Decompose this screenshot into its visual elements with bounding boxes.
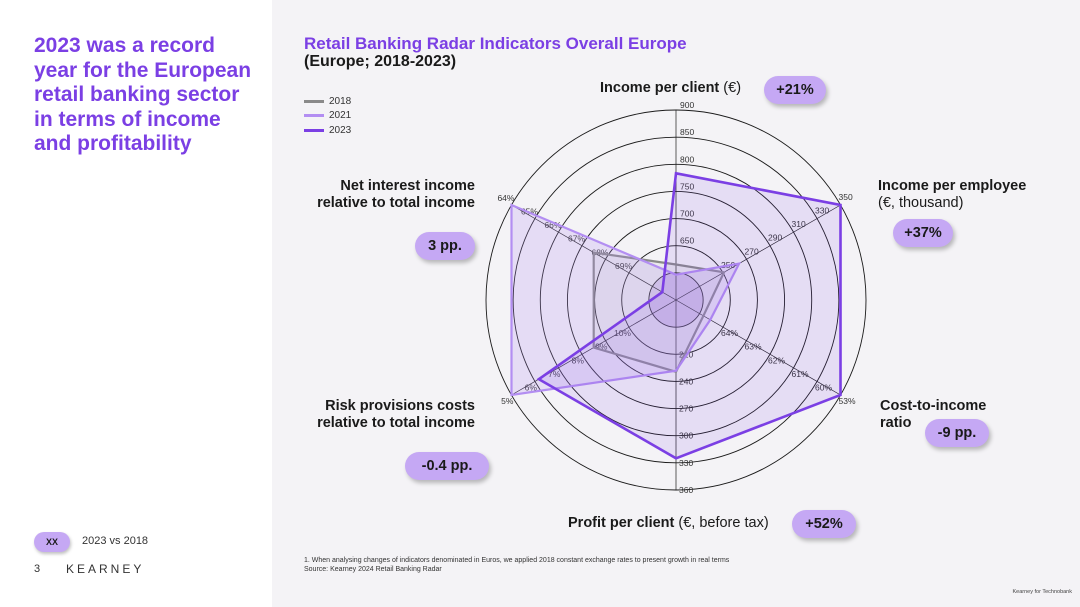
tick-label: 310 bbox=[792, 219, 806, 229]
tick-label: 66% bbox=[544, 220, 561, 230]
footnote: 1. When analysing changes of indicators … bbox=[304, 556, 729, 574]
axis-name: Net interest income relative to total in… bbox=[317, 178, 475, 211]
tick-label: 240 bbox=[679, 376, 693, 386]
tick-label: 300 bbox=[679, 431, 693, 441]
legend-item-2018: 2018 bbox=[304, 94, 351, 109]
tick-label: 67% bbox=[568, 234, 585, 244]
tick-label: 900 bbox=[680, 100, 694, 110]
axis-label-income-per-client: Income per client (€) bbox=[600, 80, 741, 97]
tick-label: 8% bbox=[572, 355, 585, 365]
chart-subtitle: (Europe; 2018-2023) bbox=[304, 53, 457, 70]
change-badge-net-interest-income: 3 pp. bbox=[415, 232, 475, 260]
change-legend-badge: XX bbox=[34, 532, 70, 552]
tick-label: 6% bbox=[525, 382, 538, 392]
series-2021 bbox=[510, 203, 742, 397]
tick-label: 60% bbox=[815, 382, 832, 392]
legend-label: 2021 bbox=[329, 110, 352, 122]
change-badge-income-per-client: +21% bbox=[764, 76, 826, 104]
change-badge-profit-per-client: +52% bbox=[792, 510, 856, 538]
change-badge-risk-provisions: -0.4 pp. bbox=[405, 452, 489, 480]
change-badge-cost-to-income: -9 pp. bbox=[925, 419, 989, 447]
tick-label: 69% bbox=[615, 261, 632, 271]
tick-label: 800 bbox=[680, 154, 694, 164]
tick-label: 270 bbox=[679, 404, 693, 414]
axis-spoke bbox=[675, 204, 841, 301]
axis-unit: (€, before tax) bbox=[678, 515, 769, 531]
credit: Kearney for Technobank bbox=[1012, 589, 1072, 595]
axis-name: Income per employee bbox=[878, 178, 1027, 194]
series-2023 bbox=[536, 171, 842, 460]
tick-label: 290 bbox=[768, 233, 782, 243]
brand-logo: KEARNEY bbox=[66, 562, 145, 576]
legend-item-2021: 2021 bbox=[304, 109, 351, 124]
legend-swatch bbox=[304, 114, 324, 118]
legend-swatch bbox=[304, 128, 324, 132]
tick-label: 68% bbox=[591, 247, 608, 257]
tick-label: 330 bbox=[815, 206, 829, 216]
tick-label: 330 bbox=[679, 458, 693, 468]
footnote-line: 1. When analysing changes of indicators … bbox=[304, 557, 730, 564]
tick-label: 10% bbox=[614, 328, 631, 338]
tick-label: 850 bbox=[680, 127, 694, 137]
axis-unit: (€, thousand) bbox=[878, 195, 964, 211]
tick-label: 7% bbox=[548, 369, 561, 379]
tick-label: 750 bbox=[680, 181, 694, 191]
tick-label: 53% bbox=[839, 396, 856, 406]
tick-label: 5% bbox=[501, 396, 514, 406]
axis-name: Cost-to-income ratio bbox=[880, 398, 987, 431]
tick-label: 9% bbox=[595, 342, 608, 352]
change-badge-income-per-employee: +37% bbox=[893, 219, 953, 247]
footnote-source: Source: Kearney 2024 Retail Banking Rada… bbox=[304, 566, 442, 573]
axis-label-risk-provisions: Risk provisions costs relative to total … bbox=[300, 398, 475, 432]
axis-label-net-interest-income: Net interest income relative to total in… bbox=[315, 178, 475, 212]
legend-label: 2023 bbox=[329, 124, 352, 136]
tick-label: 350 bbox=[839, 192, 853, 202]
tick-label: 63% bbox=[745, 342, 762, 352]
axis-label-income-per-employee: Income per employee (€, thousand) bbox=[878, 178, 1058, 212]
chart-title: Retail Banking Radar Indicators Overall … bbox=[304, 34, 687, 53]
tick-label: 360 bbox=[679, 485, 693, 495]
axis-label-cost-to-income: Cost-to-income ratio bbox=[880, 398, 1010, 432]
change-legend-text: 2023 vs 2018 bbox=[82, 535, 149, 547]
tick-label: 61% bbox=[792, 369, 809, 379]
tick-label: 64% bbox=[497, 193, 514, 203]
axis-name: Income per client bbox=[600, 80, 720, 96]
left-panel: 2023 was a record year for the European … bbox=[0, 0, 272, 607]
tick-label: 270 bbox=[745, 246, 759, 256]
chart-legend: 2018 2021 2023 bbox=[304, 94, 351, 138]
axis-name: Profit per client bbox=[568, 515, 675, 531]
headline: 2023 was a record year for the European … bbox=[34, 34, 252, 155]
page-number: 3 bbox=[34, 563, 41, 575]
tick-label: 700 bbox=[680, 209, 694, 219]
tick-label: 62% bbox=[768, 355, 785, 365]
axis-unit: (€) bbox=[723, 80, 742, 96]
axis-label-profit-per-client: Profit per client (€, before tax) bbox=[568, 515, 769, 532]
legend-item-2023: 2023 bbox=[304, 123, 351, 138]
legend-label: 2018 bbox=[329, 95, 352, 107]
tick-label: 64% bbox=[721, 328, 738, 338]
legend-swatch bbox=[304, 99, 324, 103]
tick-label: 650 bbox=[680, 236, 694, 246]
axis-name: Risk provisions costs relative to total … bbox=[317, 398, 475, 431]
